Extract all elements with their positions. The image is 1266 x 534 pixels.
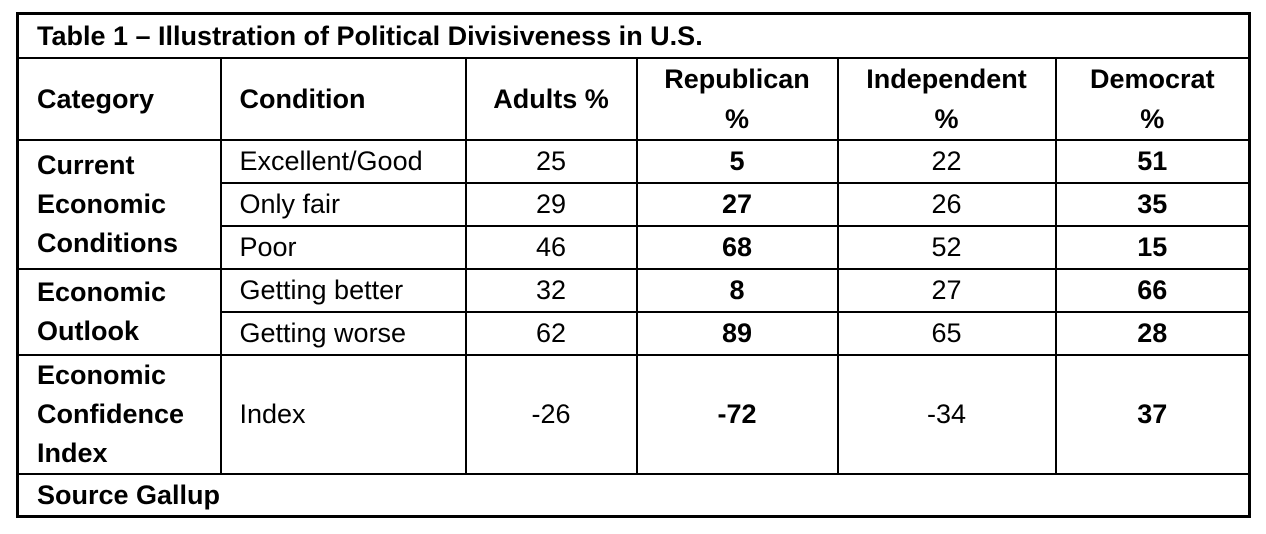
independent-cell: 52 [836,225,1057,270]
democrat-cell: 37 [1054,354,1252,475]
condition-cell: Excellent/Good [219,139,467,184]
header-republican-line2: % [724,104,749,134]
category-line: Index [37,438,108,468]
table-row: Getting worse 62 89 65 28 [18,311,1252,356]
table-row: Economic Outlook Getting better 32 8 27 … [16,268,1252,356]
category-line: Economic [37,189,167,219]
header-adults: Adults % [464,57,638,141]
header-democrat-line1: Democrat [1090,64,1215,94]
independent-cell: 27 [836,268,1057,313]
adults-cell: 25 [464,139,638,184]
democrat-cell: 35 [1054,182,1252,227]
category-line: Economic [37,360,167,390]
category-economic-outlook: Economic Outlook [16,268,222,356]
democrat-cell: 28 [1054,311,1252,356]
political-divisiveness-table: Table 1 – Illustration of Political Divi… [15,12,1252,518]
table-row: Poor 46 68 52 15 [18,225,1252,270]
header-republican-line1: Republican [664,64,810,94]
header-row: Category Condition Adults % Republican %… [16,57,1252,141]
header-category: Category [16,57,222,141]
republican-cell: 68 [635,225,839,270]
category-line: Conditions [37,228,178,258]
independent-cell: 65 [836,311,1057,356]
adults-cell: -26 [464,354,638,475]
header-republican: Republican % [635,57,839,141]
adults-cell: 46 [464,225,638,270]
republican-cell: 89 [635,311,839,356]
democrat-cell: 51 [1054,139,1252,184]
adults-cell: 62 [464,311,638,356]
header-independent-line2: % [934,104,959,134]
democrat-cell: 15 [1054,225,1252,270]
republican-cell: 27 [635,182,839,227]
condition-cell: Index [219,354,467,475]
table-row: Current Economic Conditions Excellent/Go… [16,139,1252,270]
header-democrat-line2: % [1140,104,1165,134]
condition-cell: Getting better [219,268,467,313]
table-source: Source Gallup [15,473,1252,518]
table-row: Only fair 29 27 26 35 [18,182,1252,227]
table-row: Economic Confidence Index Index -26 -72 … [16,354,1252,475]
category-line: Outlook [37,316,139,346]
republican-cell: -72 [635,354,839,475]
header-independent: Independent % [836,57,1057,141]
header-condition: Condition [219,57,467,141]
independent-cell: -34 [836,354,1057,475]
condition-cell: Getting worse [219,311,467,356]
republican-cell: 8 [635,268,839,313]
header-independent-line1: Independent [866,64,1027,94]
table-title: Table 1 – Illustration of Political Divi… [15,12,1252,59]
category-line: Confidence [37,399,185,429]
category-line: Current [37,150,135,180]
category-line: Economic [37,277,167,307]
adults-cell: 29 [464,182,638,227]
header-democrat: Democrat % [1054,57,1252,141]
category-current-economic-conditions: Current Economic Conditions [16,139,222,270]
democrat-cell: 66 [1054,268,1252,313]
independent-cell: 22 [836,139,1057,184]
category-economic-confidence-index: Economic Confidence Index [16,354,222,475]
condition-cell: Poor [219,225,467,270]
independent-cell: 26 [836,182,1057,227]
republican-cell: 5 [635,139,839,184]
adults-cell: 32 [464,268,638,313]
condition-cell: Only fair [219,182,467,227]
